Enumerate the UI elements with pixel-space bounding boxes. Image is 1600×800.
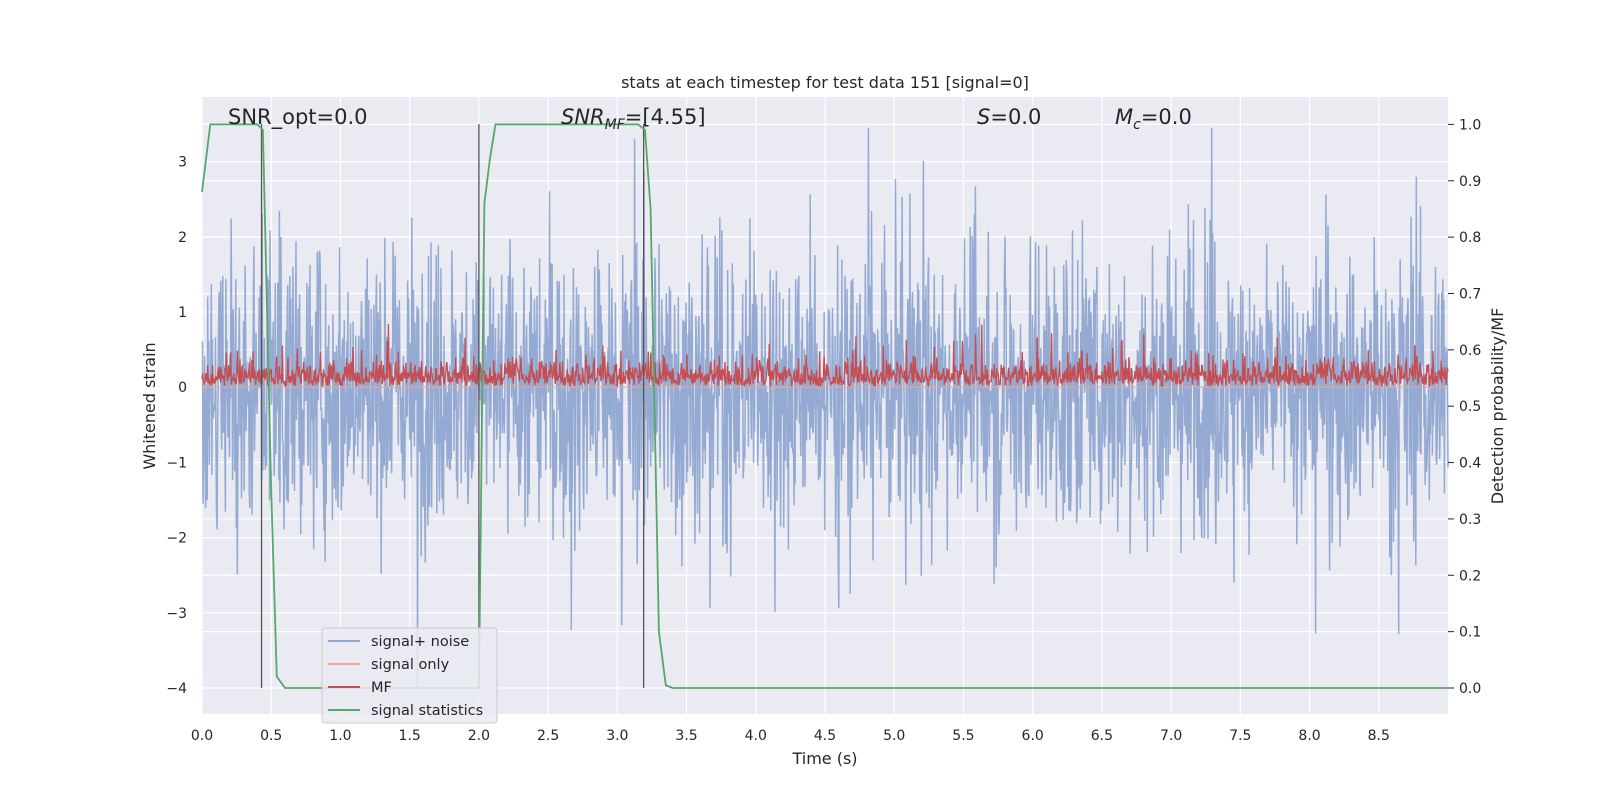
annotation-mc-sub: c: [1133, 117, 1141, 133]
x-tick-label: 0.0: [191, 728, 213, 744]
y-axis-ticks: 3 2 1 0 −1 −2 −3 −4: [166, 155, 187, 697]
y-tick-label: 3: [178, 155, 187, 171]
chart-title: stats at each timestep for test data 151…: [621, 73, 1029, 92]
x-tick-label: 5.5: [952, 728, 974, 744]
legend-label-signal-statistics: signal statistics: [371, 703, 483, 719]
y2-tick-label: 0.7: [1459, 286, 1481, 302]
legend: signal+ noise signal only MF signal stat…: [321, 627, 498, 724]
series-signal-statistics: [201, 123, 1448, 689]
line-signal-noise: [201, 127, 1449, 689]
y2-tick-label: 0.4: [1459, 456, 1481, 472]
y2-tick-label: 0.0: [1459, 681, 1481, 697]
y2-tick-label: 0.2: [1459, 568, 1481, 584]
y-tick-label: −3: [166, 606, 187, 622]
x-axis-ticks: 0.0 0.5 1.0 1.5 2.0 2.5 3.0 3.5 4.0 4.5 5.0 5.5 6.0 6…: [191, 728, 1390, 744]
x-tick-label: 7.0: [1160, 728, 1182, 744]
y2-tick-label: 0.9: [1459, 174, 1481, 190]
y2-axis-label: Detection probability/MF: [1488, 308, 1507, 505]
annotation-snr-mf-sub: MF: [605, 117, 626, 133]
line-mf: [201, 323, 1449, 388]
annotation-snr-mf-main: SNR: [561, 105, 605, 129]
x-tick-label: 8.5: [1368, 728, 1390, 744]
x-tick-label: 8.0: [1298, 728, 1320, 744]
y2-tick-label: 1.0: [1459, 117, 1481, 133]
x-tick-label: 7.5: [1229, 728, 1251, 744]
x-tick-label: 3.0: [606, 728, 628, 744]
legend-label-mf: MF: [371, 680, 392, 696]
y-tick-label: 1: [178, 305, 187, 321]
legend-box: [321, 627, 498, 724]
y2-tick-label: 0.6: [1459, 343, 1481, 359]
legend-label-signal-only: signal only: [371, 657, 450, 673]
y-tick-label: 0: [178, 380, 187, 396]
y-tick-label: 2: [178, 230, 187, 246]
y-tick-label: −4: [166, 681, 187, 697]
series-mf: [201, 323, 1449, 388]
annotation-snr-opt: SNR_opt=0.0: [228, 105, 368, 130]
annotation-s-value: =0.0: [990, 105, 1041, 129]
y2-tick-label: 0.3: [1459, 512, 1481, 528]
annotation-s: S=0.0: [977, 105, 1041, 129]
y-tick-label: −1: [166, 455, 187, 471]
y2-tick-label: 0.1: [1459, 625, 1481, 641]
annotation-snr-mf: SNRMF=[4.55]: [561, 105, 706, 133]
annotation-mc-value: =0.0: [1141, 105, 1192, 129]
annotation-s-main: S: [977, 105, 990, 129]
y2-tick-label: 0.8: [1459, 230, 1481, 246]
series-signal-noise: [201, 127, 1449, 689]
x-tick-label: 1.0: [329, 728, 351, 744]
y2-tick-label: 0.5: [1459, 399, 1481, 415]
y-axis-label: Whitened strain: [140, 342, 159, 469]
annotation-mc: Mc=0.0: [1115, 105, 1192, 133]
x-tick-label: 5.0: [883, 728, 905, 744]
annotation-mc-main: M: [1115, 105, 1133, 129]
x-tick-label: 3.5: [675, 728, 697, 744]
y2-axis-ticks: 1.0 0.9 0.8 0.7 0.6 0.5 0.4 0.3 0.2 0.1 0.0: [1448, 117, 1481, 697]
x-tick-label: 4.5: [814, 728, 836, 744]
x-tick-label: 6.0: [1022, 728, 1044, 744]
x-tick-label: 0.5: [260, 728, 282, 744]
line-signal-statistics: [201, 123, 1448, 689]
annotation-snr-mf-value: =[4.55]: [625, 105, 706, 129]
x-tick-label: 6.5: [1091, 728, 1113, 744]
x-tick-label: 2.0: [468, 728, 490, 744]
vertical-markers: [260, 124, 645, 688]
legend-label-signal-noise: signal+ noise: [371, 634, 469, 650]
x-tick-label: 2.5: [537, 728, 559, 744]
x-tick-label: 1.5: [399, 728, 421, 744]
x-tick-label: 4.0: [745, 728, 767, 744]
y-tick-label: −2: [166, 531, 187, 547]
x-axis-label: Time (s): [791, 749, 857, 768]
